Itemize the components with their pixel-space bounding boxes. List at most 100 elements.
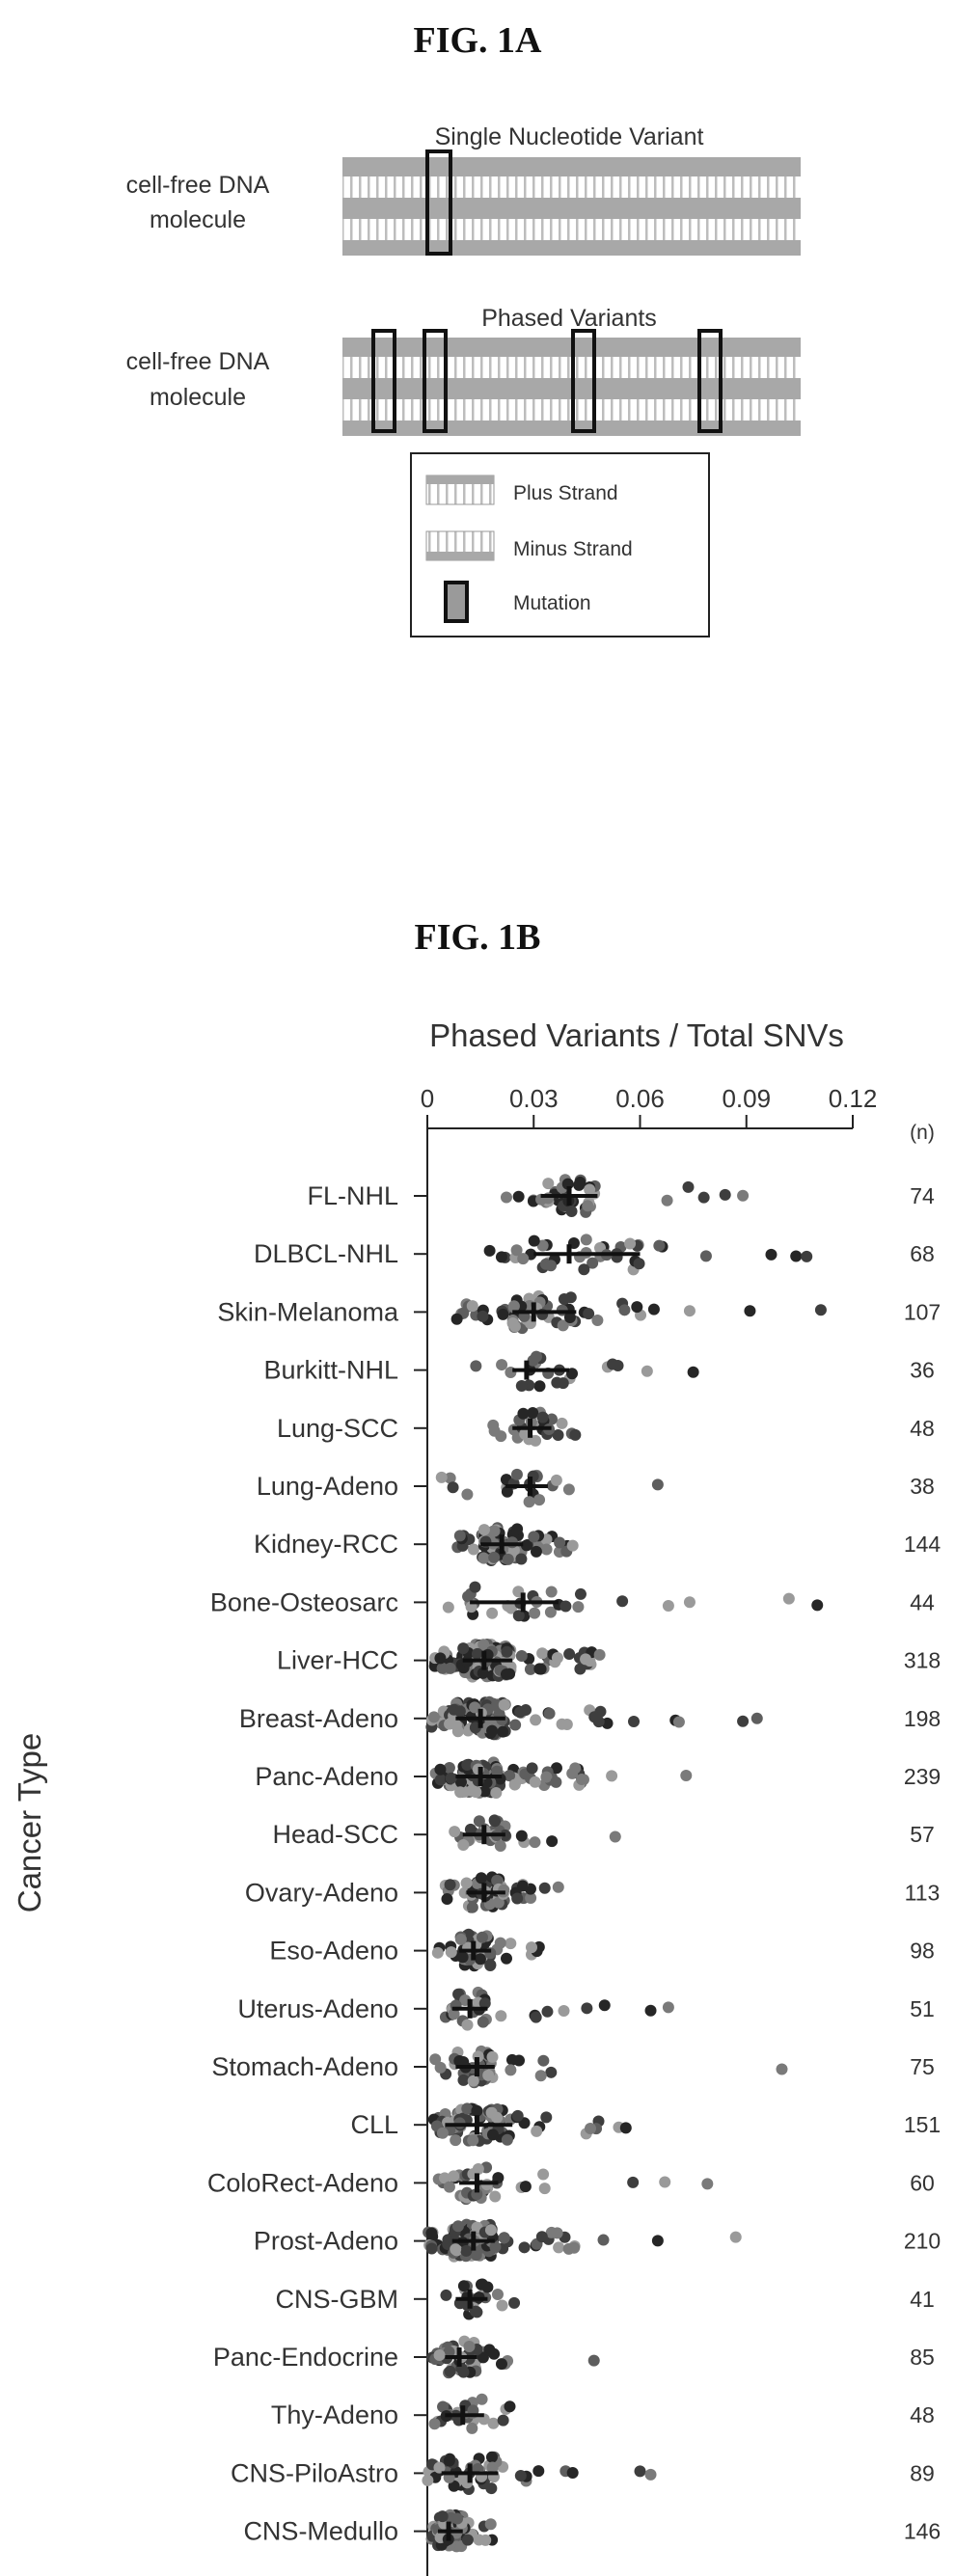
figure-a-title: FIG. 1A <box>413 20 542 61</box>
figure-a-diagram: Single Nucleotide Variant cell-free DNA … <box>126 123 801 637</box>
data-point <box>628 1716 641 1728</box>
data-point <box>466 1300 478 1313</box>
category-label: Lung-Adeno <box>257 1472 398 1501</box>
data-point <box>537 2168 550 2181</box>
outlier-point <box>662 1599 674 1612</box>
data-point <box>517 1253 530 1265</box>
data-point <box>443 2181 455 2193</box>
data-point <box>550 1776 562 1788</box>
category-label: Panc-Adeno <box>255 1762 398 1791</box>
data-point <box>576 1773 588 1785</box>
data-point <box>505 2064 517 2076</box>
outlier-point <box>814 1304 827 1316</box>
row-stomach-adeno: Stomach-Adeno 75 <box>211 2045 935 2089</box>
outlier-point <box>644 2468 657 2481</box>
data-point <box>470 2305 482 2318</box>
data-point <box>557 1319 569 1332</box>
data-point <box>470 1360 482 1372</box>
data-point <box>441 1893 453 1906</box>
data-point <box>647 1303 660 1315</box>
data-point <box>515 1830 528 1842</box>
data-point <box>538 1882 551 1894</box>
data-point <box>434 1652 447 1665</box>
data-point <box>470 1786 482 1799</box>
outlier-point <box>719 1188 731 1201</box>
data-point <box>484 1959 497 1971</box>
category-label: Bone-Osteosarc <box>210 1587 398 1616</box>
outlier-point <box>587 2354 600 2367</box>
outlier-point <box>683 1596 696 1609</box>
n-label: 75 <box>910 2054 935 2079</box>
data-point <box>529 1607 541 1619</box>
data-point <box>483 1244 496 1257</box>
outlier-point <box>609 1830 621 1843</box>
data-point <box>572 1601 585 1613</box>
data-point <box>552 1429 564 1442</box>
data-point <box>533 1663 546 1675</box>
outlier-point <box>697 1191 710 1204</box>
n-label: 74 <box>910 1183 935 1208</box>
data-point <box>438 2172 450 2184</box>
data-point <box>534 2070 547 2082</box>
data-point <box>545 1260 558 1272</box>
outlier-point <box>598 1999 611 2012</box>
data-point <box>557 1377 569 1390</box>
data-point <box>535 2231 548 2243</box>
data-point <box>569 1428 582 1441</box>
row-breast-adeno: Breast-Adeno 198 <box>239 1695 941 1741</box>
molecule-label-1-line1: cell-free DNA <box>126 172 270 199</box>
category-label: ColoRect-Adeno <box>207 2168 398 2197</box>
data-point <box>563 1312 576 1324</box>
molecule-label-2-line1: cell-free DNA <box>126 348 270 375</box>
data-point <box>461 1488 474 1501</box>
category-label: Eso-Adeno <box>269 1937 398 1966</box>
data-point <box>444 2365 456 2377</box>
data-point <box>550 1762 562 1775</box>
data-point <box>497 2414 509 2427</box>
n-label: 98 <box>910 1939 935 1964</box>
row-skin-melanoma: Skin-Melanoma 107 <box>217 1289 941 1335</box>
data-point <box>562 1483 575 1496</box>
data-point <box>494 1839 506 1852</box>
data-point <box>527 1406 539 1419</box>
data-point <box>566 1368 579 1380</box>
data-point <box>457 2366 470 2378</box>
data-point <box>514 2470 527 2482</box>
data-point <box>514 1706 527 1719</box>
data-point <box>449 1826 461 1838</box>
data-point <box>489 1815 502 1828</box>
data-point <box>525 1892 537 1905</box>
data-point <box>560 1718 573 1730</box>
data-point <box>515 1553 528 1565</box>
data-point <box>466 2422 478 2434</box>
data-point <box>524 1663 536 1675</box>
n-label: 89 <box>910 2460 935 2485</box>
data-point <box>583 1308 595 1320</box>
data-point <box>556 1417 568 1429</box>
data-point <box>501 2133 513 2146</box>
phased-mutation-marker-2 <box>423 329 448 433</box>
legend-plus-strand: Plus Strand <box>513 482 618 504</box>
data-point <box>540 2111 553 2124</box>
data-point <box>527 1354 539 1367</box>
x-tick-label: 0.03 <box>509 1084 559 1113</box>
data-point <box>498 2232 510 2244</box>
data-point <box>518 2241 531 2254</box>
data-point <box>454 1933 467 1945</box>
data-point <box>497 1725 509 1738</box>
category-label: Burkitt-NHL <box>263 1356 398 1385</box>
n-label: 113 <box>905 1880 941 1905</box>
outlier-point <box>606 1770 618 1782</box>
molecule-label-2-line2: molecule <box>150 384 246 411</box>
data-point <box>506 1316 519 1329</box>
data-point <box>631 1301 643 1314</box>
data-point <box>450 1313 463 1325</box>
data-point <box>500 1191 512 1204</box>
data-point <box>580 1653 592 1666</box>
data-point <box>488 1551 501 1563</box>
outlier-point <box>659 2176 671 2188</box>
data-point <box>511 1892 524 1905</box>
n-header: (n) <box>910 1122 935 1144</box>
data-point <box>591 1314 604 1326</box>
data-point <box>545 1586 558 1598</box>
